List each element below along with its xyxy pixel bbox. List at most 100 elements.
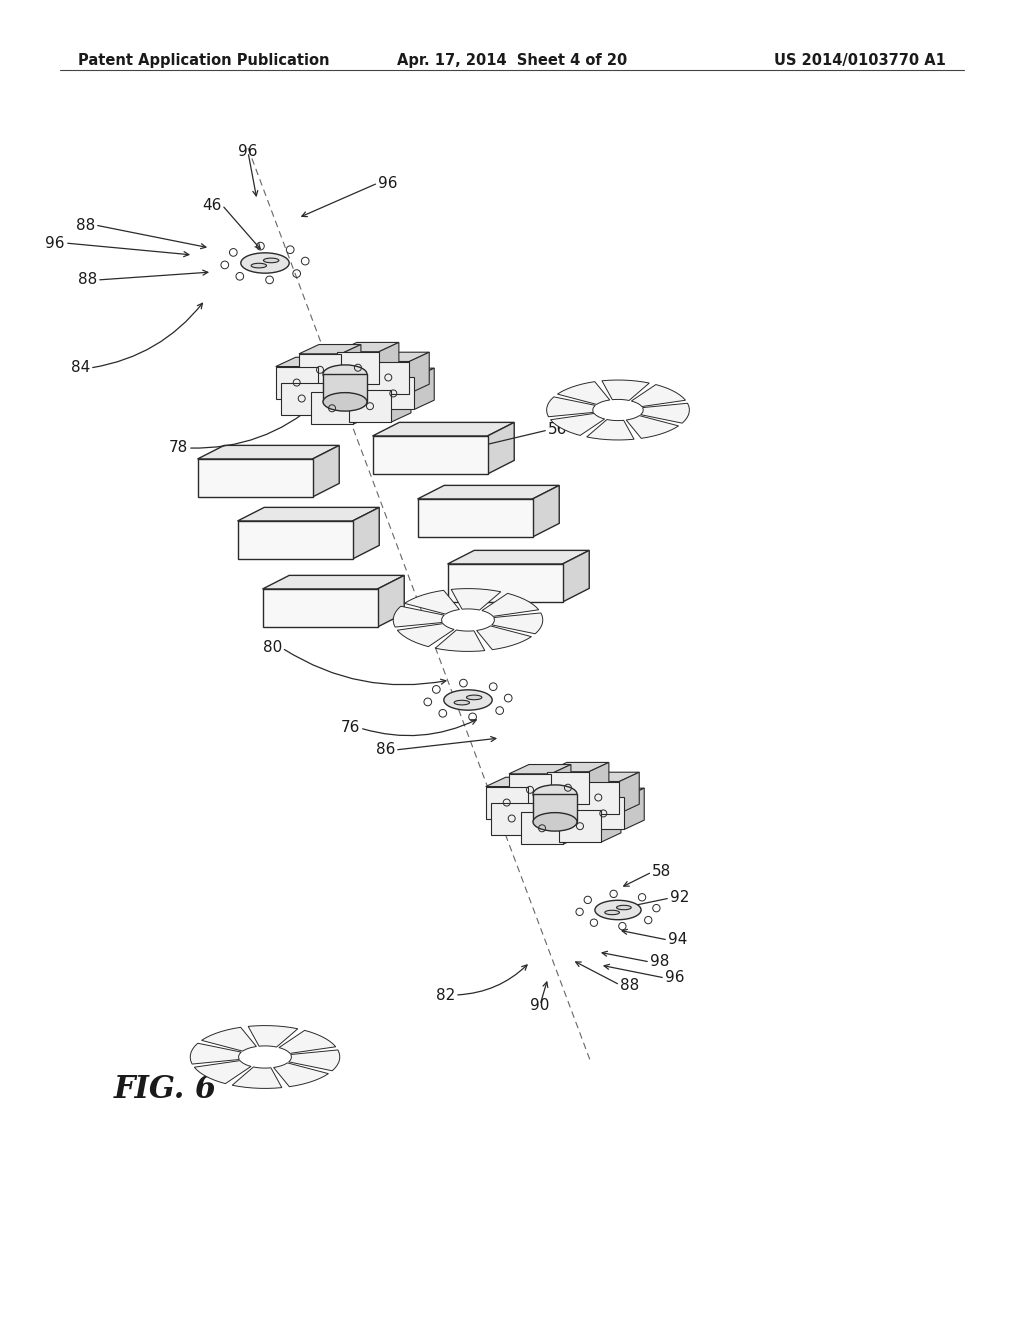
Polygon shape [198,459,312,498]
Ellipse shape [616,906,631,909]
Text: 58: 58 [652,865,672,879]
Ellipse shape [595,900,641,920]
Polygon shape [527,777,548,818]
Polygon shape [547,397,595,417]
Polygon shape [547,763,609,772]
Polygon shape [312,445,339,498]
Polygon shape [323,374,343,414]
Polygon shape [275,358,338,367]
Text: 90: 90 [530,998,550,1012]
Polygon shape [368,352,429,362]
Polygon shape [447,564,562,602]
Text: 78: 78 [169,441,188,455]
Polygon shape [275,367,317,399]
Polygon shape [337,342,399,351]
Polygon shape [373,422,514,436]
Text: 84: 84 [71,360,90,375]
Polygon shape [281,374,343,383]
Polygon shape [353,383,373,424]
Polygon shape [238,507,379,521]
Polygon shape [509,764,571,774]
Polygon shape [418,499,532,537]
Ellipse shape [467,696,482,700]
Ellipse shape [251,263,266,268]
Polygon shape [601,801,621,842]
Polygon shape [273,1063,329,1086]
Polygon shape [521,803,583,812]
Polygon shape [562,550,589,602]
Ellipse shape [323,364,367,383]
Polygon shape [190,1043,242,1064]
Polygon shape [452,589,501,610]
Polygon shape [195,1060,251,1084]
Text: 56: 56 [548,422,567,437]
Ellipse shape [534,813,577,832]
Polygon shape [232,1067,282,1089]
Polygon shape [487,422,514,474]
Polygon shape [391,381,411,422]
Polygon shape [563,803,583,845]
Polygon shape [532,486,559,537]
Polygon shape [373,436,487,474]
Polygon shape [379,342,399,384]
Polygon shape [587,420,634,440]
Polygon shape [632,384,685,407]
Polygon shape [490,803,532,834]
Polygon shape [323,374,367,401]
Polygon shape [341,345,360,385]
Polygon shape [620,772,639,813]
Text: 98: 98 [650,954,670,969]
Ellipse shape [323,392,367,411]
Text: 76: 76 [341,721,360,735]
Polygon shape [349,381,411,391]
Text: 96: 96 [45,235,65,251]
Polygon shape [238,521,352,558]
Text: 86: 86 [376,742,395,758]
Polygon shape [262,589,378,627]
Polygon shape [534,795,577,822]
Polygon shape [368,362,410,393]
Text: 96: 96 [378,176,397,190]
Polygon shape [559,801,621,810]
Polygon shape [509,774,551,805]
Text: Patent Application Publication: Patent Application Publication [78,53,330,67]
Polygon shape [578,772,639,781]
Polygon shape [578,781,620,813]
Polygon shape [299,345,360,354]
Polygon shape [393,606,444,627]
Polygon shape [551,764,571,805]
Text: US 2014/0103770 A1: US 2014/0103770 A1 [774,53,946,67]
Polygon shape [547,772,589,804]
Text: 88: 88 [76,218,95,232]
Text: 96: 96 [239,144,258,160]
Polygon shape [492,612,543,634]
Text: 92: 92 [670,891,689,906]
Polygon shape [202,1027,256,1051]
Polygon shape [248,1026,298,1047]
Text: 96: 96 [665,970,684,986]
Polygon shape [311,383,373,392]
Text: 88: 88 [78,272,97,288]
Polygon shape [583,788,644,797]
Polygon shape [490,793,553,803]
Polygon shape [435,630,484,651]
Text: Apr. 17, 2014  Sheet 4 of 20: Apr. 17, 2014 Sheet 4 of 20 [397,53,627,67]
Polygon shape [373,378,415,409]
Polygon shape [262,576,404,589]
Polygon shape [281,383,323,414]
Polygon shape [198,445,339,459]
Polygon shape [404,590,460,614]
Polygon shape [311,392,353,424]
Polygon shape [352,507,379,558]
Polygon shape [485,787,527,818]
Polygon shape [279,1031,336,1053]
Text: FIG. 6: FIG. 6 [114,1074,217,1106]
Text: 88: 88 [620,978,639,993]
Polygon shape [625,788,644,829]
Polygon shape [349,391,391,422]
Polygon shape [317,358,338,399]
Ellipse shape [454,701,470,705]
Polygon shape [559,810,601,842]
Polygon shape [589,763,609,804]
Polygon shape [583,797,625,829]
